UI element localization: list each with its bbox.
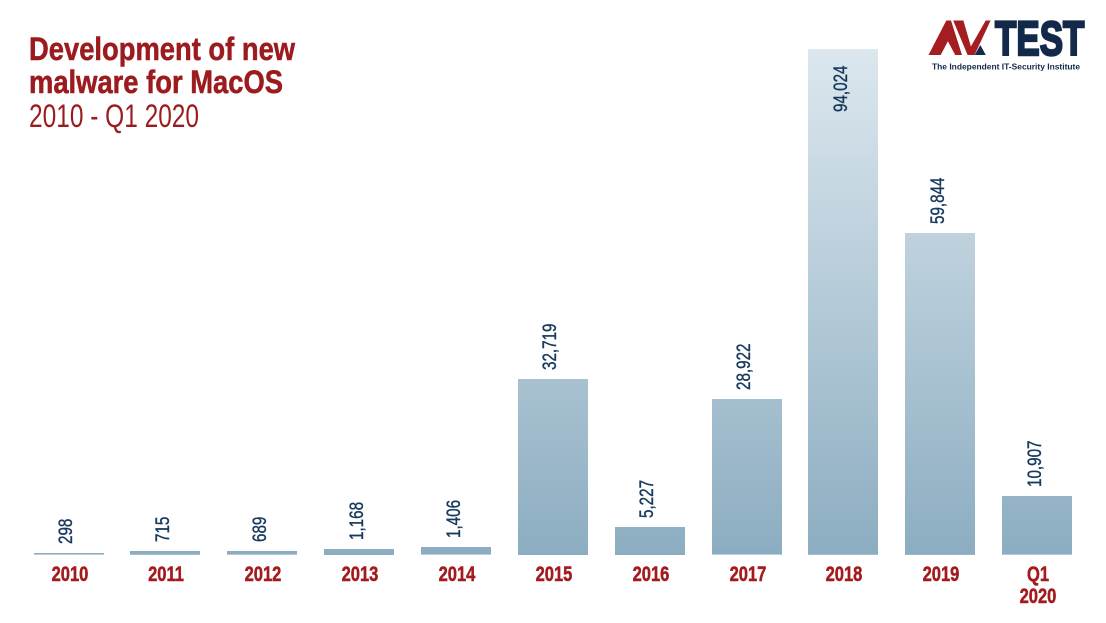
svg-text:The Independent IT-Security In: The Independent IT-Security Institute xyxy=(932,62,1080,72)
svg-text:TEST: TEST xyxy=(995,15,1085,65)
